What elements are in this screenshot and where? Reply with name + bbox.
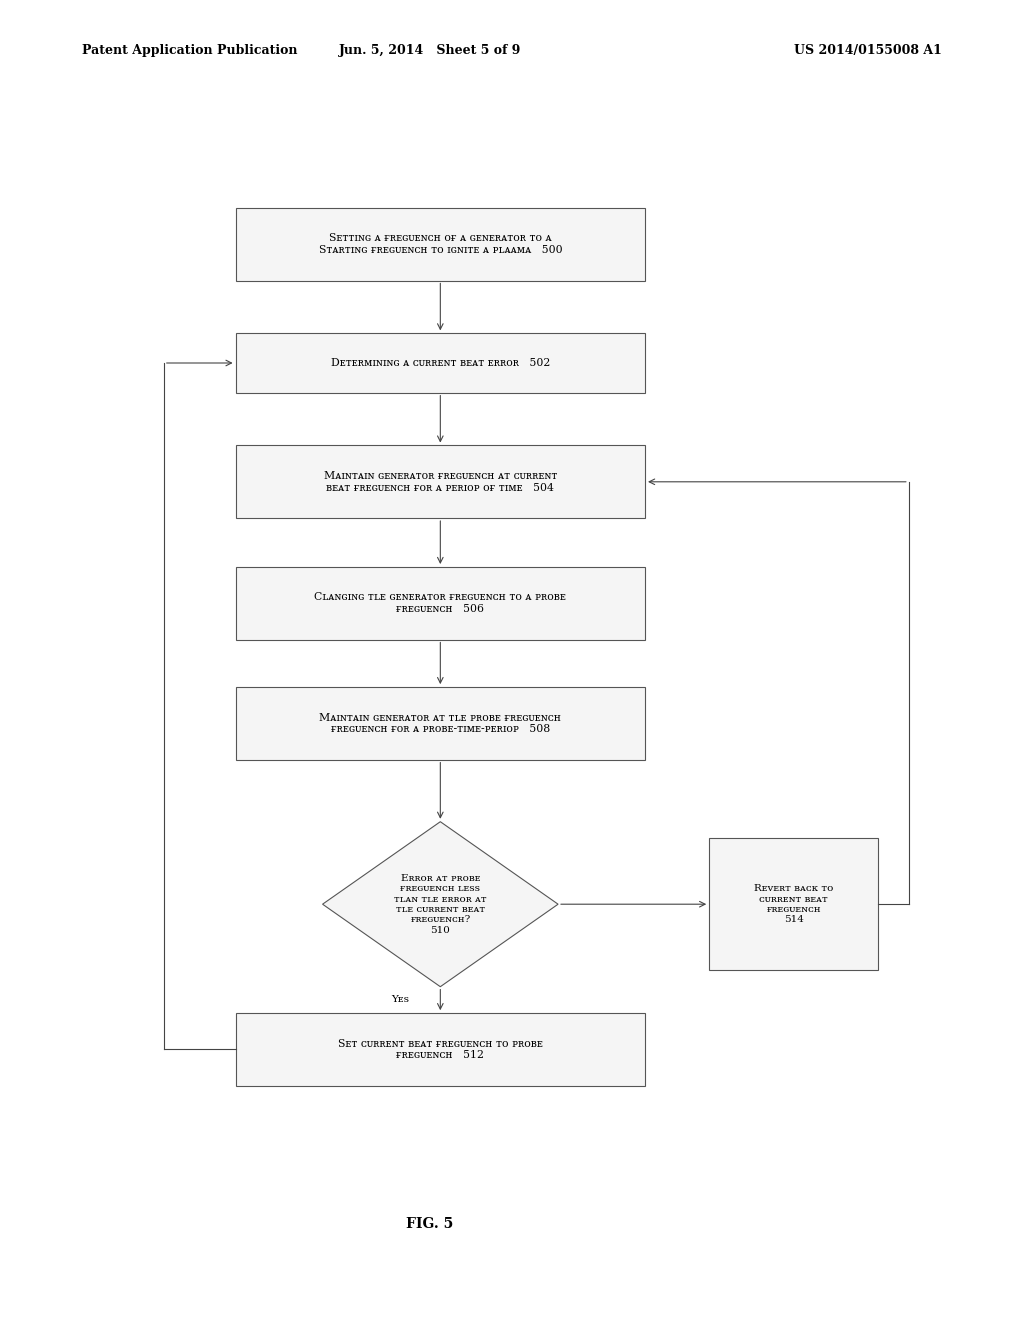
Text: Mᴀɪɴᴛᴀɪɴ ɢᴇɴᴇʀᴀᴛᴏʀ ғʀᴇɢᴜᴇɴᴄʜ ᴀᴛ ᴄᴜʀʀᴇɴᴛ
ʙᴇᴀᴛ ғʀᴇɢᴜᴇɴᴄʜ ғᴏʀ ᴀ ᴘᴇʀɪᴏᴘ ᴏғ ᴛɪᴍᴇ   50: Mᴀɪɴᴛᴀɪɴ ɢᴇɴᴇʀᴀᴛᴏʀ ғʀᴇɢᴜᴇɴᴄʜ ᴀᴛ ᴄᴜʀʀᴇɴᴛ … [324, 471, 557, 492]
Text: Patent Application Publication: Patent Application Publication [82, 44, 297, 57]
Text: Yᴇs: Yᴇs [391, 995, 410, 1005]
FancyBboxPatch shape [236, 686, 645, 759]
Text: Sᴇᴛᴛɪɴɢ ᴀ ғʀᴇɢᴜᴇɴᴄʜ ᴏғ ᴀ ɢᴇɴᴇʀᴀᴛᴏʀ ᴛᴏ ᴀ
Sᴛᴀʀᴛɪɴɢ ғʀᴇɢᴜᴇɴᴄʜ ᴛᴏ ɪɢɴɪᴛᴇ ᴀ ᴘʟᴀᴀᴍᴀ   : Sᴇᴛᴛɪɴɢ ᴀ ғʀᴇɢᴜᴇɴᴄʜ ᴏғ ᴀ ɢᴇɴᴇʀᴀᴛᴏʀ ᴛᴏ ᴀ … [318, 234, 562, 255]
Text: Jun. 5, 2014   Sheet 5 of 9: Jun. 5, 2014 Sheet 5 of 9 [339, 44, 521, 57]
Text: FIG. 5: FIG. 5 [407, 1217, 454, 1230]
Text: Rᴇᴠᴇʀᴛ ʙᴀᴄᴋ ᴛᴏ
ᴄᴜʀʀᴇɴᴛ ʙᴇᴀᴛ
ғʀᴇɢᴜᴇɴᴄʜ
514: Rᴇᴠᴇʀᴛ ʙᴀᴄᴋ ᴛᴏ ᴄᴜʀʀᴇɴᴛ ʙᴇᴀᴛ ғʀᴇɢᴜᴇɴᴄʜ 51… [754, 884, 834, 924]
FancyBboxPatch shape [236, 333, 645, 393]
Text: Mᴀɪɴᴛᴀɪɴ ɢᴇɴᴇʀᴀᴛᴏʀ ᴀᴛ ᴛʟᴇ ᴘʀᴏʙᴇ ғʀᴇɢᴜᴇɴᴄʜ
ғʀᴇɢᴜᴇɴᴄʜ ғᴏʀ ᴀ ᴘʀᴏʙᴇ-ᴛɪᴍᴇ-ᴘᴇʀɪᴏᴘ   50: Mᴀɪɴᴛᴀɪɴ ɢᴇɴᴇʀᴀᴛᴏʀ ᴀᴛ ᴛʟᴇ ᴘʀᴏʙᴇ ғʀᴇɢᴜᴇɴᴄ… [319, 713, 561, 734]
Text: US 2014/0155008 A1: US 2014/0155008 A1 [795, 44, 942, 57]
FancyBboxPatch shape [236, 566, 645, 639]
Text: Eʀʀᴏʀ ᴀᴛ ᴘʀᴏʙᴇ
ғʀᴇɢᴜᴇɴᴄʜ ʟᴇss
ᴛʟᴀɴ ᴛʟᴇ ᴇʀʀᴏʀ ᴀᴛ
ᴛʟᴇ ᴄᴜʀʀᴇɴᴛ ʙᴇᴀᴛ
ғʀᴇɢᴜᴇɴᴄʜ?
510: Eʀʀᴏʀ ᴀᴛ ᴘʀᴏʙᴇ ғʀᴇɢᴜᴇɴᴄʜ ʟᴇss ᴛʟᴀɴ ᴛʟᴇ ᴇ… [394, 874, 486, 935]
FancyBboxPatch shape [236, 445, 645, 517]
Polygon shape [323, 821, 558, 987]
FancyBboxPatch shape [236, 1014, 645, 1085]
FancyBboxPatch shape [236, 207, 645, 281]
Text: Cʟᴀɴɢɪɴɢ ᴛʟᴇ ɢᴇɴᴇʀᴀᴛᴏʀ ғʀᴇɢᴜᴇɴᴄʜ ᴛᴏ ᴀ ᴘʀᴏʙᴇ
ғʀᴇɢᴜᴇɴᴄʜ   506: Cʟᴀɴɢɪɴɢ ᴛʟᴇ ɢᴇɴᴇʀᴀᴛᴏʀ ғʀᴇɢᴜᴇɴᴄʜ ᴛᴏ ᴀ ᴘʀ… [314, 593, 566, 614]
FancyBboxPatch shape [709, 838, 879, 970]
Text: Sᴇᴛ ᴄᴜʀʀᴇɴᴛ ʙᴇᴀᴛ ғʀᴇɢᴜᴇɴᴄʜ ᴛᴏ ᴘʀᴏʙᴇ
ғʀᴇɢᴜᴇɴᴄʜ   512: Sᴇᴛ ᴄᴜʀʀᴇɴᴛ ʙᴇᴀᴛ ғʀᴇɢᴜᴇɴᴄʜ ᴛᴏ ᴘʀᴏʙᴇ ғʀᴇɢ… [338, 1039, 543, 1060]
Text: Dᴇᴛᴇʀᴍɪɴɪɴɢ ᴀ ᴄᴜʀʀᴇɴᴛ ʙᴇᴀᴛ ᴇʀʀᴏʀ   502: Dᴇᴛᴇʀᴍɪɴɪɴɢ ᴀ ᴄᴜʀʀᴇɴᴛ ʙᴇᴀᴛ ᴇʀʀᴏʀ 502 [331, 358, 550, 368]
